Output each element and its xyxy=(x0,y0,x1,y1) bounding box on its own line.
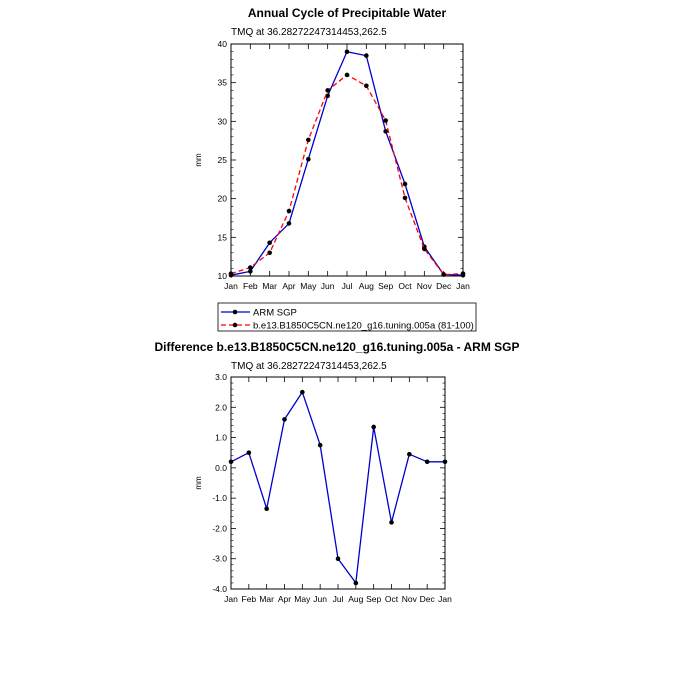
chart1-series-2-point xyxy=(422,246,427,252)
chart1-xtick-label: Aug xyxy=(359,281,374,291)
chart1-series-1-point xyxy=(248,269,253,274)
chart1-series-2-point xyxy=(364,83,369,89)
legend-label-series-2: b.e13.B1850C5CN.ne120_g16.tuning.005a (8… xyxy=(253,321,474,332)
chart2-ytick-label: 1.0 xyxy=(215,433,227,443)
chart1-series-2-line xyxy=(230,74,464,276)
chart1-ytick-label: 30 xyxy=(218,116,228,126)
chart2-xtick-label: Sep xyxy=(366,594,381,604)
chart1-xtick-label: Sep xyxy=(378,281,393,291)
chart2-title: Difference b.e13.B1850C5CN.ne120_g16.tun… xyxy=(154,340,519,354)
chart2-series-1-point xyxy=(389,520,394,525)
chart2-xtick-label: Jun xyxy=(313,594,327,604)
chart1-series-1-point xyxy=(364,53,369,58)
chart1-xtick-label: Feb xyxy=(243,281,258,291)
chart2-ytick-label: 2.0 xyxy=(215,402,227,412)
chart2-xtick-label: Feb xyxy=(242,594,257,604)
chart2-xtick-label: Jan xyxy=(438,594,452,604)
chart2-xtick-label: Jan xyxy=(224,594,238,604)
chart2-ylabel: mm xyxy=(194,476,203,490)
chart1-plot: Jan Feb Mar Apr May Jun Jul Aug Sep Oct Nov Dec Jan1… xyxy=(218,39,471,291)
chart2-series-1-point xyxy=(353,580,359,586)
chart2-series-1-point xyxy=(317,442,323,448)
chart2-ytick-label: -3.0 xyxy=(212,554,227,564)
chart2-series-1-point xyxy=(442,459,448,465)
chart1-xtick-label: Oct xyxy=(398,281,412,291)
chart1-xtick-label: Jan xyxy=(456,281,470,291)
chart2-xtick-label: Oct xyxy=(385,594,399,604)
chart1-series-2-point xyxy=(402,195,408,201)
chart2-xtick-label: May xyxy=(294,594,311,604)
chart2-xtick-label: Jul xyxy=(333,594,344,604)
chart1-ytick-label: 35 xyxy=(218,78,228,88)
chart1-ytick-label: 40 xyxy=(218,39,228,49)
chart1-series-2-point xyxy=(267,250,272,256)
chart1-series-2-point xyxy=(325,88,330,93)
chart1-legend: ARM SGP b.e13.B1850C5CN.ne120_g16.tuning… xyxy=(217,302,477,332)
legend-box xyxy=(217,302,477,332)
chart1-series-1-point xyxy=(402,181,408,187)
chart1-ylabel: mm xyxy=(194,153,203,167)
chart1-series-2-point xyxy=(344,72,350,78)
chart2-series-1-line xyxy=(230,391,445,584)
chart2-series-1-point xyxy=(371,424,376,430)
chart2-series-1-point xyxy=(246,450,252,456)
chart1-series-2-point xyxy=(248,265,253,270)
chart1-xtick-label: Jan xyxy=(224,281,238,291)
chart1-xtick-label: Jul xyxy=(342,281,353,291)
chart1-series-2-point xyxy=(383,118,388,123)
chart2-series-1-point xyxy=(424,459,430,465)
chart1-series-1-point xyxy=(267,240,272,246)
chart1-series-1-line xyxy=(230,51,464,276)
chart1-xtick-label: Mar xyxy=(262,281,277,291)
chart1-series-1-point xyxy=(383,129,388,134)
chart1-xtick-label: Nov xyxy=(417,281,433,291)
chart1-series-2-point xyxy=(228,271,234,276)
chart2-xtick-label: Aug xyxy=(348,594,363,604)
chart2-series-1-point xyxy=(300,389,305,395)
chart1-ytick-label: 15 xyxy=(218,232,228,242)
chart2-xtick-label: Dec xyxy=(420,594,436,604)
chart2-xtick-label: Mar xyxy=(259,594,274,604)
chart1-ytick-label: 20 xyxy=(218,194,228,204)
chart1-ytick-label: 10 xyxy=(218,271,228,281)
chart1-series-1-point xyxy=(286,221,292,226)
chart1-title: Annual Cycle of Precipitable Water xyxy=(248,6,447,20)
legend-marker-series-1 xyxy=(232,309,238,315)
chart2-ytick-label: 3.0 xyxy=(215,372,227,382)
chart2-ytick-label: 0.0 xyxy=(215,463,227,473)
chart1-series-1-point xyxy=(306,156,311,162)
chart1-series-2-point xyxy=(306,137,311,143)
chart1-subtitle: TMQ at 36.28272247314453,262.5 xyxy=(231,27,387,38)
chart2-xtick-label: Nov xyxy=(402,594,418,604)
chart1-xtick-label: May xyxy=(300,281,317,291)
chart1-series-1-point xyxy=(325,93,330,99)
chart1-series-2-point xyxy=(441,272,446,277)
chart2-series-1-point xyxy=(407,451,412,457)
legend-label-series-1: ARM SGP xyxy=(253,308,297,319)
chart2-xtick-label: Apr xyxy=(278,594,291,604)
chart2-plot: Jan Feb Mar Apr May Jun Jul Aug Sep Oct Nov Dec Jan-… xyxy=(212,372,452,604)
chart1-xtick-label: Apr xyxy=(282,281,295,291)
chart1-xtick-label: Jun xyxy=(321,281,335,291)
chart1-series-2-point xyxy=(286,208,292,214)
legend-marker-series-2 xyxy=(232,322,238,328)
chart2-ytick-label: -1.0 xyxy=(212,493,227,503)
chart2-series-1-point xyxy=(228,459,234,465)
chart2-series-1-point xyxy=(282,417,287,422)
chart1-series-1-point xyxy=(344,49,350,55)
chart2-ytick-label: -4.0 xyxy=(212,584,227,594)
chart1-xtick-label: Dec xyxy=(436,281,452,291)
chart2-ytick-label: -2.0 xyxy=(212,523,227,533)
chart1-series-2-point xyxy=(460,271,466,276)
chart2-subtitle: TMQ at 36.28272247314453,262.5 xyxy=(231,361,387,372)
chart1-ytick-label: 25 xyxy=(218,155,228,165)
chart2-series-1-point xyxy=(264,506,269,512)
chart2-series-1-point xyxy=(335,556,341,562)
chart1-plot-frame xyxy=(230,43,464,277)
